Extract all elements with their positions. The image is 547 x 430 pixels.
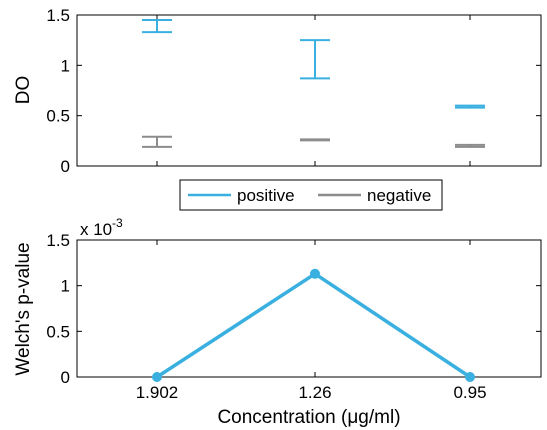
top-plot-frame	[76, 14, 542, 167]
bottom-y-tick-label: 0	[61, 368, 70, 387]
top-y-tick-label: 0	[61, 157, 70, 176]
top-y-tick-label: 1	[61, 56, 70, 75]
bottom-panel: 0 0.5 1 1.5 1.902 1.26 0.95 x 10 -3 Welch's p-…	[13, 216, 542, 428]
pvalue-point	[152, 372, 162, 382]
top-panel: 0 0.5 1 1.5 DO	[13, 6, 542, 176]
legend: positive negative	[179, 179, 443, 211]
bottom-y-tick-label: 1	[61, 277, 70, 296]
top-y-tick-label: 1.5	[46, 6, 70, 25]
x-tick-label: 0.95	[453, 383, 486, 402]
pvalue-point	[465, 372, 475, 382]
x-axis-label: Concentration (μg/ml)	[217, 407, 400, 428]
pvalue-point	[310, 268, 320, 279]
bottom-y-tick-label: 1.5	[46, 231, 70, 250]
x-tick-label: 1.902	[136, 383, 179, 402]
bottom-y-tick-label: 0.5	[46, 322, 70, 341]
top-y-tick-label: 0.5	[46, 107, 70, 126]
bottom-y-scale-exponent: -3	[112, 216, 123, 230]
legend-label-positive: positive	[237, 186, 295, 205]
bottom-y-scale-label: x 10	[80, 220, 112, 239]
bottom-y-axis-label: Welch's p-value	[13, 242, 34, 375]
pvalue-line	[156, 272, 471, 379]
bottom-plot-frame	[76, 239, 542, 378]
x-tick-label: 1.26	[298, 383, 331, 402]
top-y-axis-label: DO	[13, 76, 34, 105]
legend-label-negative: negative	[367, 186, 431, 205]
